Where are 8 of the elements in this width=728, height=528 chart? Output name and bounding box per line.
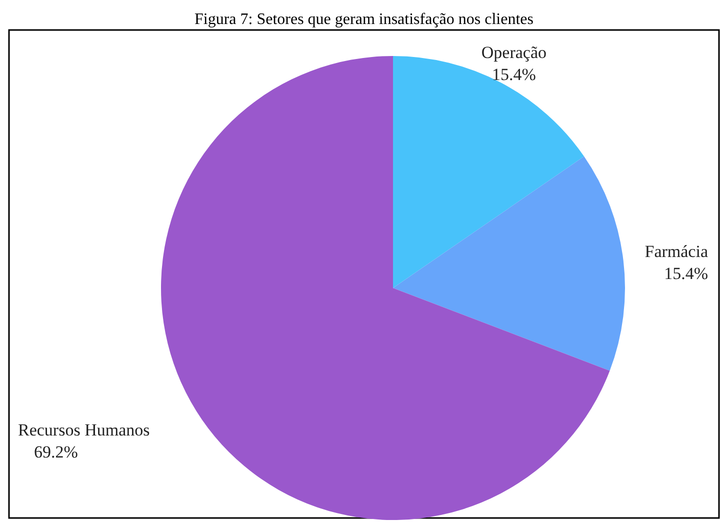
chart-title: Figura 7: Setores que geram insatisfação nos clientes [194,11,534,28]
data-label: 69.2% [34,442,78,462]
pie-slice [393,156,625,371]
data-label: 15.4% [492,64,536,84]
data-label: 15.4% [664,264,708,284]
slice-label: Operação [481,42,546,62]
slice-label: Farmácia [644,242,708,262]
slice-label: Recursos Humanos [18,420,150,440]
